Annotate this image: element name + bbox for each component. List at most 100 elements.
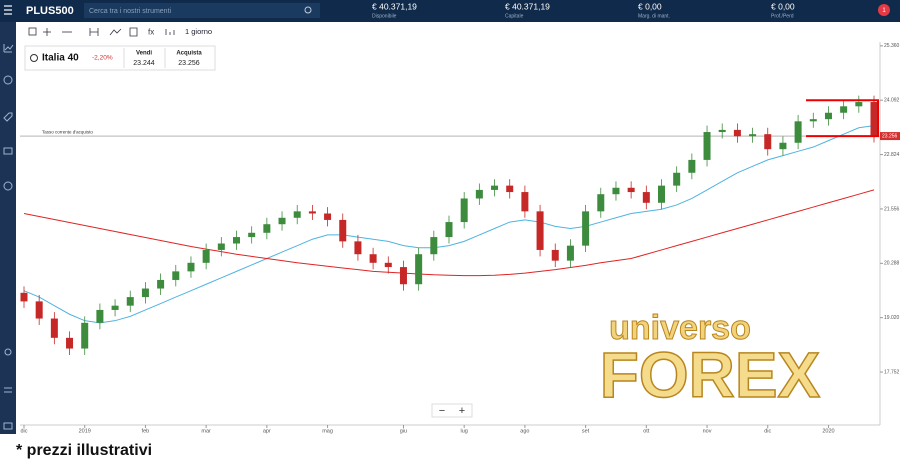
- moving-average: [23, 125, 875, 324]
- balance-amount: € 0,00: [771, 1, 795, 11]
- notification-badge[interactable]: [878, 4, 890, 16]
- candle-body: [718, 129, 726, 133]
- info-icon[interactable]: [30, 54, 38, 62]
- y-tick-label: 20.288: [884, 261, 900, 267]
- sidebar: [0, 22, 16, 434]
- candle-body: [749, 134, 757, 137]
- candle-body: [81, 322, 89, 349]
- balance-label: Prof./Perd: [771, 13, 794, 19]
- candle-body: [688, 159, 696, 173]
- sell-label: Vendi: [136, 51, 152, 57]
- zoom-in[interactable]: +: [459, 405, 465, 417]
- candle-body: [855, 102, 863, 107]
- candle-body: [642, 192, 650, 203]
- candle-body: [217, 243, 225, 250]
- candle-body: [703, 132, 711, 160]
- candle-body: [521, 192, 529, 212]
- candle-body: [50, 318, 58, 338]
- candle-body: [506, 185, 514, 193]
- x-tick-label: ott: [643, 428, 650, 434]
- x-tick-label: mar: [201, 428, 211, 434]
- x-tick-label: dic: [20, 428, 27, 434]
- candle-body: [445, 222, 453, 238]
- candle-body: [111, 305, 119, 310]
- candle-body: [658, 185, 665, 203]
- candle-body: [779, 142, 787, 150]
- candle-body: [415, 254, 423, 285]
- search-box[interactable]: [84, 3, 320, 18]
- logo: PLUS500: [26, 5, 74, 17]
- watermark-top: universo: [609, 309, 751, 347]
- notification-count: 1: [882, 8, 886, 14]
- candle-body: [399, 267, 407, 285]
- candle-body: [278, 217, 286, 225]
- candle-body: [324, 213, 332, 220]
- menu-icon[interactable]: [4, 5, 12, 15]
- tool-icons[interactable]: fx: [28, 27, 175, 37]
- x-tick-label: dic: [764, 428, 771, 434]
- candle-body: [733, 129, 741, 137]
- candle-body: [597, 194, 605, 212]
- candle-body: [824, 112, 832, 120]
- balance-label: Capitale: [505, 13, 524, 19]
- x-tick-label: nov: [703, 428, 712, 434]
- x-tick-label: 2019: [79, 428, 91, 434]
- instrument-change: -2,20%: [92, 55, 113, 62]
- y-tick-label: 21.556: [884, 206, 900, 212]
- sell-price[interactable]: 23.244: [133, 60, 155, 67]
- buy-price[interactable]: 23.256: [178, 60, 200, 67]
- watermark-bottom: FOREX: [600, 339, 821, 411]
- candle-body: [384, 262, 392, 268]
- search-placeholder: Cerca tra i nostri strumenti: [89, 8, 172, 15]
- x-tick-label: mag: [322, 428, 333, 434]
- x-tick-label: feb: [142, 428, 150, 434]
- x-tick-label: lug: [461, 428, 468, 434]
- candle-body: [126, 297, 134, 306]
- y-tick-label: 25.360: [884, 43, 900, 49]
- balance-amount: € 40.371,19: [505, 1, 550, 11]
- candle-body: [870, 102, 878, 137]
- balance-label: Disponibile: [372, 13, 397, 19]
- candle-body: [339, 219, 347, 242]
- candle-body: [66, 337, 74, 349]
- y-tick-label: 22.824: [884, 152, 900, 158]
- candle-body: [187, 262, 195, 272]
- instrument-name: Italia 40: [42, 53, 79, 64]
- sidebar-icons[interactable]: [3, 44, 14, 430]
- candle-body: [35, 301, 43, 319]
- x-tick-label: set: [582, 428, 590, 434]
- x-tick-label: 2020: [822, 428, 834, 434]
- candle-body: [491, 185, 499, 190]
- candle-body: [354, 241, 362, 255]
- candle-body: [582, 211, 590, 246]
- search-icon[interactable]: [304, 6, 312, 14]
- candle-body: [551, 249, 559, 261]
- buy-label: Acquista: [176, 51, 202, 57]
- candle-body: [840, 106, 848, 113]
- candle-body: [627, 187, 635, 193]
- zoom-out[interactable]: −: [439, 405, 445, 417]
- y-tick-label: 24.092: [884, 98, 900, 104]
- candle-body: [308, 211, 316, 214]
- candle-body: [430, 237, 438, 255]
- interval-selector[interactable]: 1 giorno: [185, 27, 212, 36]
- candle-body: [248, 232, 256, 238]
- candle-body: [141, 288, 149, 298]
- zoom-control: [431, 403, 473, 418]
- x-tick-label: giu: [400, 428, 407, 434]
- svg-text:fx: fx: [148, 28, 154, 37]
- candle-body: [20, 292, 28, 302]
- footnote: * prezzi illustrativi: [16, 442, 152, 459]
- candle-body: [794, 121, 802, 143]
- current-price-caption: Tasso corrente d'acquisto: [42, 129, 93, 134]
- candle-body: [809, 119, 817, 122]
- toolbar: [16, 22, 900, 42]
- watermark: universo FOREX: [599, 308, 821, 411]
- y-tick-label: 17.752: [884, 369, 900, 375]
- candle-body: [96, 309, 104, 323]
- candle-body: [157, 279, 165, 289]
- current-price-value: 23.256: [882, 133, 898, 139]
- candle-body: [566, 245, 574, 261]
- candle-body: [293, 211, 301, 218]
- x-tick-label: ago: [520, 428, 529, 434]
